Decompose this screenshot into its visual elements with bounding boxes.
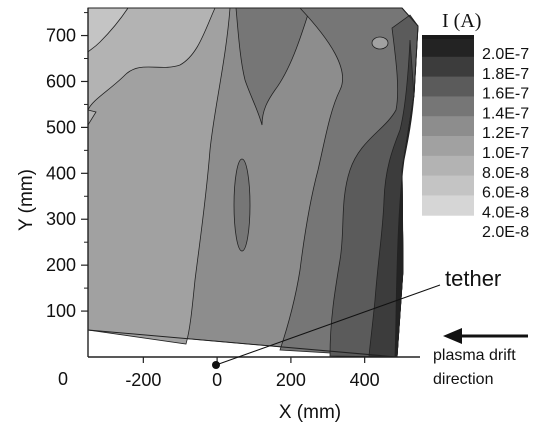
x-tick-label: 200 — [276, 370, 306, 390]
tether-label: tether — [445, 266, 501, 291]
colorbar-swatch — [422, 155, 474, 177]
colorbar-label: 1.2E-7 — [482, 125, 529, 142]
colorbar-label: 1.8E-7 — [482, 66, 529, 83]
y-ticks: 0 100 200 300 400 500 600 700 — [46, 12, 88, 389]
x-tick-label: -200 — [125, 370, 161, 390]
colorbar-label: 1.6E-7 — [482, 86, 529, 103]
colorbar-labels: 2.0E-7 1.8E-7 1.6E-7 1.4E-7 1.2E-7 1.0E-7 8.0E… — [482, 46, 529, 241]
contour-region-oval — [233, 158, 251, 252]
x-axis-title: X (mm) — [279, 402, 341, 423]
y-tick-label: 500 — [46, 117, 76, 137]
colorbar-label: 1.0E-7 — [482, 145, 529, 162]
contour-field — [87, 7, 419, 358]
plot-boundary — [87, 7, 419, 358]
plasma-drift-label-line1: plasma drift — [433, 347, 516, 364]
colorbar-label: 1.4E-7 — [482, 105, 529, 122]
colorbar-label: 8.0E-8 — [482, 165, 529, 182]
y-tick-label: 400 — [46, 163, 76, 183]
contour-region-1.8E-7 — [368, 39, 415, 358]
colorbar-title: I (A) — [442, 10, 481, 32]
x-tick-label: 400 — [350, 370, 380, 390]
x-ticks: -200 0 200 400 — [125, 357, 380, 390]
colorbar-swatch — [422, 56, 474, 78]
colorbar-swatch — [422, 175, 474, 196]
contour-region-blob — [371, 36, 389, 50]
y-tick-label: 0 — [58, 369, 68, 389]
y-tick-label: 700 — [46, 26, 76, 46]
y-tick-label: 100 — [46, 301, 76, 321]
colorbar-swatch — [422, 116, 474, 137]
colorbar-swatch — [422, 76, 474, 97]
contour-region-6.0E-8 — [87, 7, 129, 53]
colorbar-swatch — [422, 136, 474, 157]
y-axis-title: Y (mm) — [16, 169, 37, 231]
colorbar-cap — [422, 35, 474, 39]
contour-region-2.0E-7 — [394, 94, 415, 358]
y-tick-label: 200 — [46, 255, 76, 275]
plasma-drift-arrow-head — [443, 328, 462, 344]
colorbar-swatch — [422, 195, 474, 216]
colorbar-label: 4.0E-8 — [482, 204, 529, 221]
tether-leader — [215, 284, 441, 366]
colorbar-label: 6.0E-8 — [482, 185, 529, 202]
y-tick-label: 300 — [46, 209, 76, 229]
x-tick-label: 0 — [212, 370, 222, 390]
contour-region-1.0E-7 — [87, 7, 231, 345]
colorbar-swatches — [422, 35, 474, 216]
y-tick-label: 600 — [46, 71, 76, 91]
colorbar-swatch — [422, 96, 474, 117]
colorbar-label: 2.0E-7 — [482, 46, 529, 63]
plasma-drift-label-line2: direction — [433, 371, 493, 388]
contour-region-1.4E-7-streak — [235, 7, 311, 126]
colorbar-swatch — [422, 37, 474, 58]
colorbar-label: 2.0E-8 — [482, 224, 529, 241]
